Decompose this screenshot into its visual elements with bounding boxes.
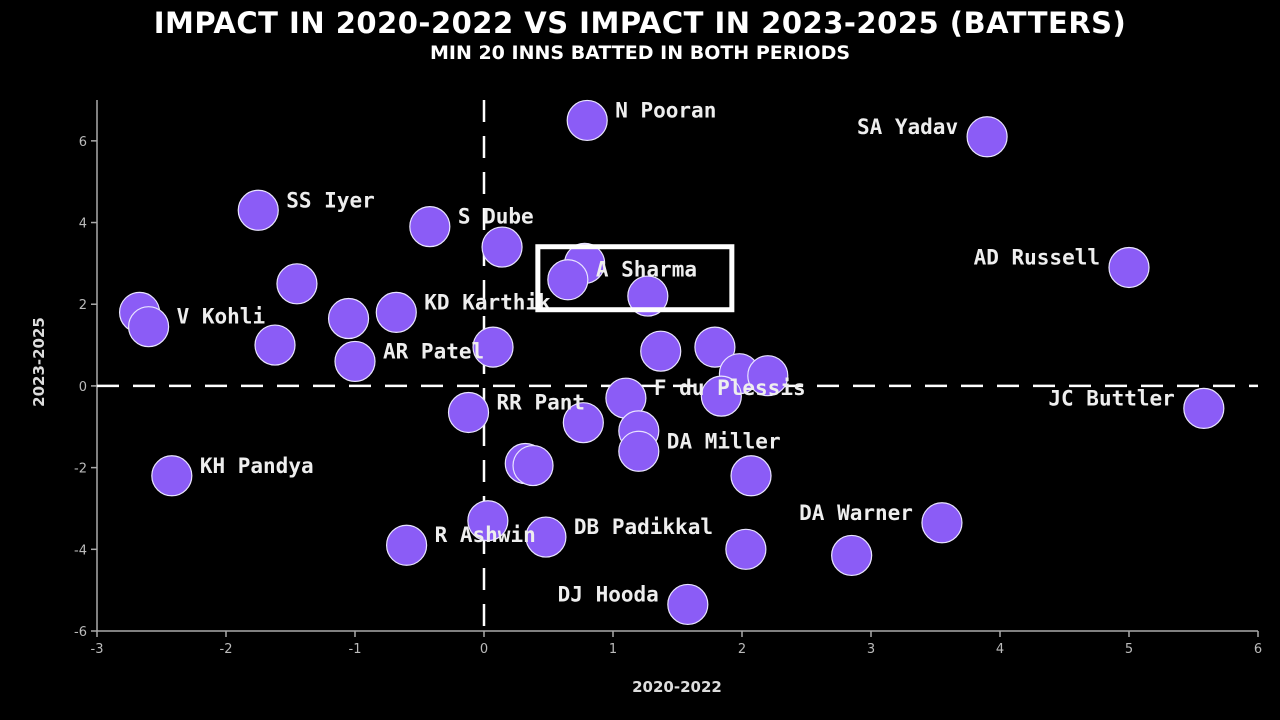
data-point — [1108, 246, 1150, 289]
data-point — [512, 444, 554, 487]
data-point — [276, 263, 318, 305]
data-point — [334, 340, 376, 383]
highlight-box — [535, 244, 735, 313]
y-tick-label: -2 — [74, 462, 87, 477]
data-points — [118, 99, 1225, 626]
data-point — [254, 324, 296, 366]
point-label: V Kohli — [177, 305, 266, 329]
data-point — [921, 502, 963, 544]
data-point — [725, 528, 767, 570]
point-label: AR Patel — [383, 339, 484, 363]
x-tick-label: 0 — [480, 642, 488, 657]
x-tick-label: -2 — [220, 642, 233, 657]
y-tick-label: 2 — [79, 298, 87, 313]
reference-lines — [97, 100, 1258, 631]
data-point — [409, 206, 451, 248]
data-point — [1183, 387, 1225, 429]
data-point — [467, 500, 509, 542]
x-tick-label: 2 — [738, 642, 746, 657]
y-axis-title: 2023-2025 — [30, 317, 48, 407]
point-labels: N Pooran SA Yadav SS Iyer S Dube A Sharma AD … — [177, 98, 1175, 606]
point-label: DA Warner — [799, 501, 913, 525]
point-label: RR Pant — [497, 390, 586, 414]
x-axis-title: 2020-2022 — [632, 678, 722, 696]
chart-title: IMPACT IN 2020-2022 VS IMPACT IN 2023-20… — [153, 6, 1127, 40]
point-label: DB Padikkal — [574, 515, 713, 539]
x-tick-label: 3 — [867, 642, 875, 657]
y-tick-label: 0 — [79, 380, 87, 395]
point-label: F du Plessis — [654, 376, 806, 400]
data-point — [640, 330, 682, 372]
data-point — [327, 297, 370, 340]
point-label: A Sharma — [596, 258, 697, 282]
chart-subtitle: MIN 20 INNS BATTED IN BOTH PERIODS — [429, 42, 851, 64]
data-point — [151, 455, 193, 497]
y-tick-label: -4 — [74, 543, 87, 558]
data-point — [627, 275, 669, 317]
data-point — [386, 524, 428, 566]
chart-header: IMPACT IN 2020-2022 VS IMPACT IN 2023-20… — [0, 0, 1280, 64]
data-point — [481, 226, 523, 268]
y-tick-label: -6 — [74, 625, 87, 640]
data-point — [547, 259, 589, 301]
highlight-rect — [535, 244, 735, 313]
data-point — [237, 189, 279, 231]
point-label: R Ashwin — [435, 523, 536, 547]
data-point — [831, 534, 873, 577]
data-point — [525, 516, 567, 558]
data-point — [667, 583, 709, 626]
point-label: KH Pandya — [200, 454, 314, 478]
x-tick-label: 6 — [1254, 642, 1262, 657]
data-point — [618, 430, 660, 472]
x-tick-label: 4 — [996, 642, 1004, 657]
data-point — [447, 391, 490, 434]
data-point — [562, 402, 604, 444]
point-label: JC Buttler — [1048, 386, 1174, 410]
data-point — [730, 455, 772, 497]
data-point — [375, 291, 417, 333]
point-label: SA Yadav — [857, 115, 958, 139]
point-label: DJ Hooda — [558, 582, 659, 606]
point-label: KD Karthik — [424, 290, 551, 314]
point-label: DA Miller — [667, 429, 781, 453]
data-point — [966, 116, 1008, 158]
data-point — [472, 326, 514, 368]
data-point — [128, 306, 170, 348]
data-point — [566, 99, 608, 142]
data-point — [747, 355, 789, 397]
point-label: S Dube — [458, 205, 534, 229]
x-tick-label: -1 — [349, 642, 362, 657]
x-tick-label: 1 — [609, 642, 617, 657]
point-label: N Pooran — [615, 98, 716, 122]
axes: -3 -2 -1 0 1 2 3 4 5 6 -6 -4 -2 0 2 4 6 — [74, 100, 1262, 657]
point-label: AD Russell — [974, 245, 1100, 269]
x-tick-label: -3 — [91, 642, 104, 657]
y-tick-label: 6 — [79, 135, 87, 150]
data-point — [700, 375, 742, 417]
point-label: SS Iyer — [286, 188, 375, 212]
x-tick-label: 5 — [1125, 642, 1133, 657]
data-point — [694, 326, 736, 368]
y-tick-label: 4 — [79, 217, 87, 232]
